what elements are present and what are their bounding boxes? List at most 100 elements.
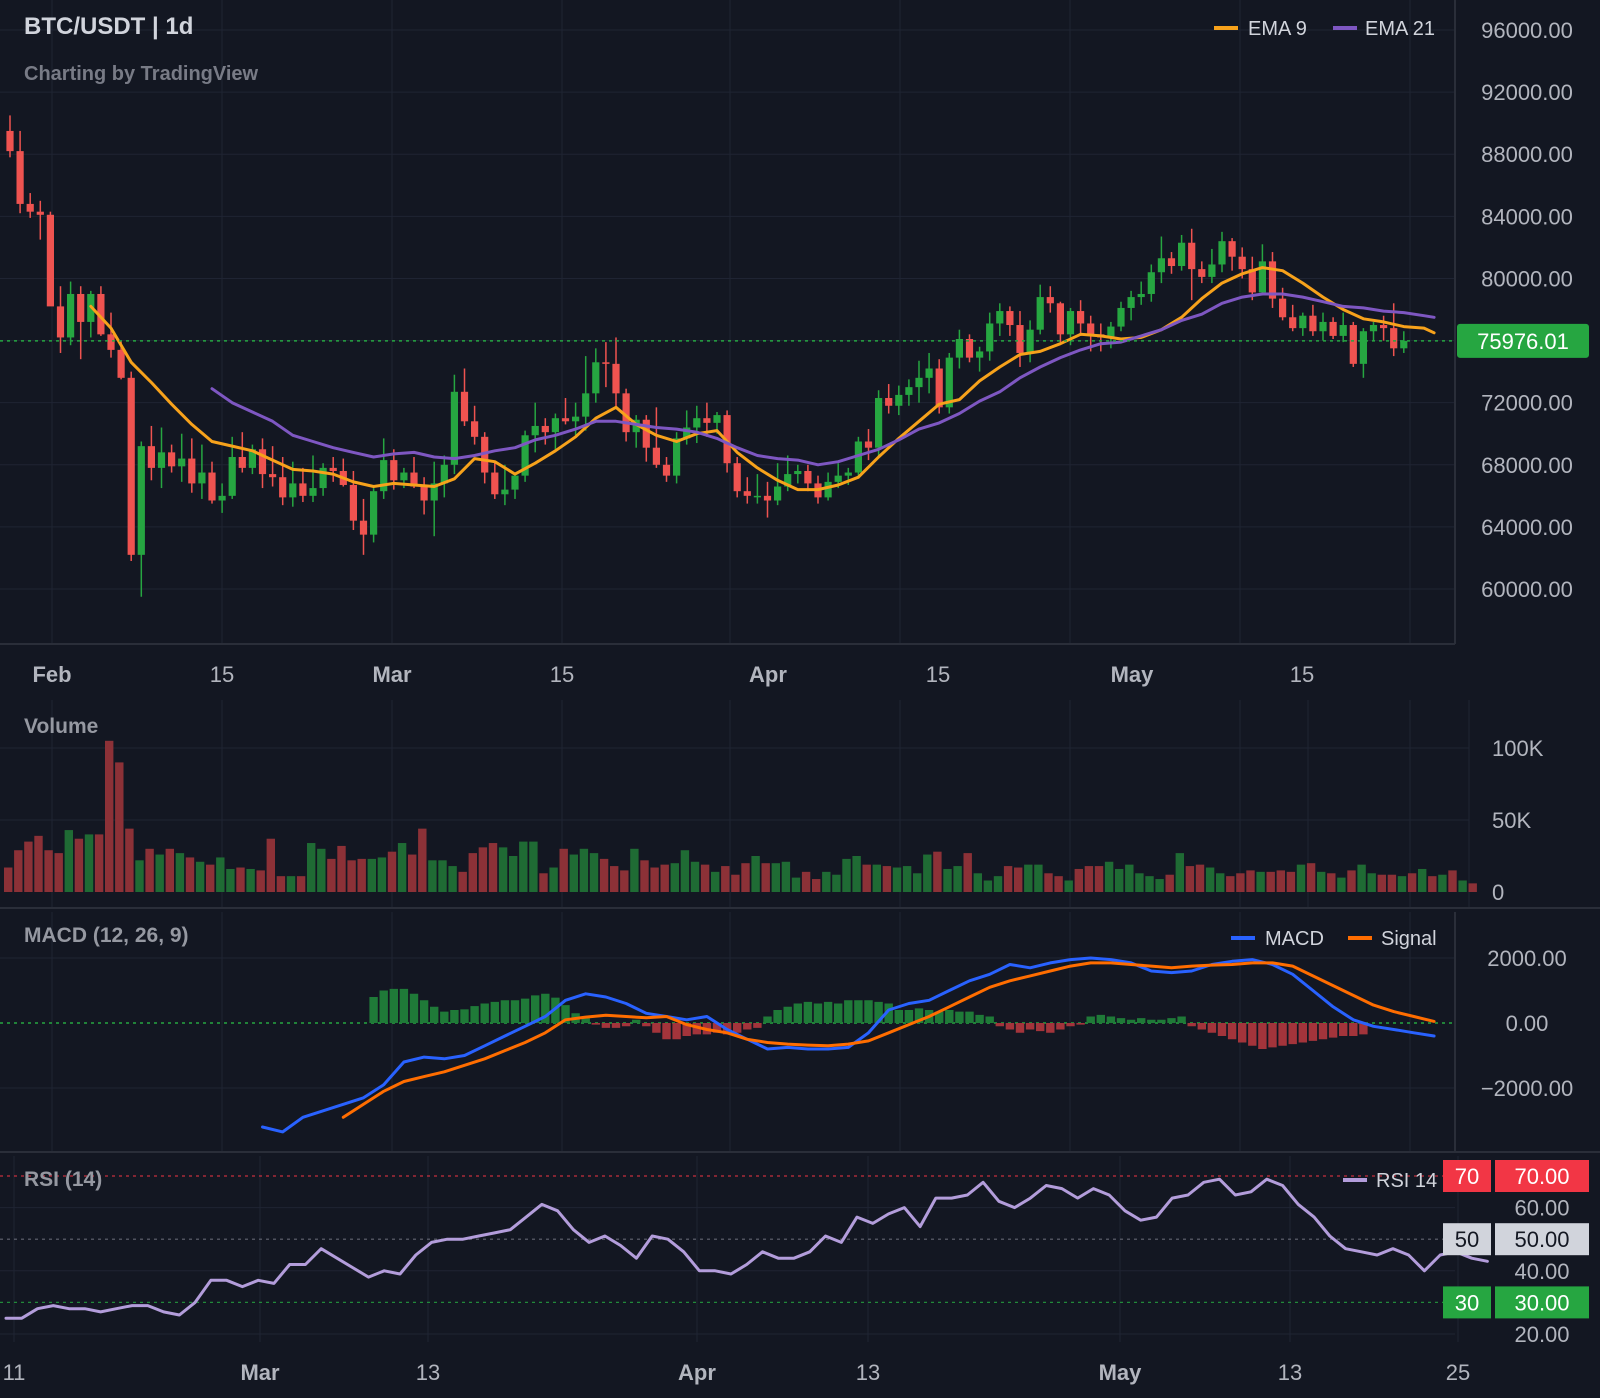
macd-histogram-bar — [1056, 1023, 1065, 1030]
candle — [753, 474, 761, 504]
price-axis-label: 92000.00 — [1481, 80, 1573, 105]
volume-bar — [1115, 868, 1124, 892]
macd-histogram-bar — [1177, 1016, 1186, 1023]
macd-histogram-bar — [1106, 1016, 1116, 1023]
candle — [1016, 311, 1024, 367]
candle-body — [450, 391, 458, 465]
volume-bar — [307, 843, 316, 892]
volume-bar — [1185, 866, 1195, 892]
candle-body — [460, 391, 469, 422]
chart-title: BTC/USDT | 1d — [24, 13, 193, 40]
volume-bar — [630, 848, 639, 892]
candle — [895, 385, 903, 416]
macd-histogram-bar — [581, 1016, 590, 1023]
volume-bar — [620, 870, 629, 892]
volume-bar — [1034, 864, 1043, 892]
candle-body — [77, 293, 85, 322]
volume-bar — [1256, 871, 1265, 892]
candle — [1218, 231, 1226, 273]
candle — [541, 418, 549, 445]
volume-bar — [125, 828, 134, 892]
candle-body — [56, 306, 65, 338]
macd-histogram-bar — [1339, 1023, 1348, 1036]
candle — [77, 286, 85, 360]
rsi-axis-label: 30.00 — [1514, 1290, 1569, 1315]
rsi-time-axis-label: 13 — [416, 1360, 440, 1385]
macd-histogram-bar — [510, 1000, 520, 1023]
candle-body — [1137, 293, 1145, 298]
candle — [97, 286, 105, 336]
rsi-time-axis-label: 25 — [1446, 1360, 1470, 1385]
price-axis-label: 60000.00 — [1481, 577, 1573, 602]
volume-bar — [822, 871, 831, 892]
rsi-axis-label-box — [1495, 1286, 1589, 1319]
volume-bar — [610, 866, 619, 892]
price-axis-label: 68000.00 — [1481, 453, 1573, 478]
candle-body — [147, 446, 155, 468]
candle — [1339, 312, 1347, 343]
candle — [319, 463, 327, 496]
candle — [592, 348, 600, 403]
rsi-lines — [4, 1177, 1489, 1320]
candle-body — [733, 463, 741, 492]
macd-histogram-bar — [1328, 1023, 1338, 1038]
macd-histogram-bar — [1137, 1018, 1146, 1023]
volume-bar — [852, 856, 861, 892]
rsi-level-badge-box — [1443, 1223, 1491, 1256]
macd-histogram-bar — [1086, 1016, 1095, 1023]
macd-histogram-bar — [1268, 1023, 1277, 1048]
macd-histogram-bar — [1318, 1023, 1328, 1040]
candle — [67, 281, 75, 346]
candle — [1056, 301, 1064, 343]
price-axis-label: 64000.00 — [1481, 515, 1573, 540]
volume-bar — [458, 871, 467, 892]
volume-bars — [4, 740, 1477, 892]
macd-line — [261, 956, 1436, 1134]
candle-body — [1077, 311, 1085, 324]
candle-body — [935, 368, 943, 408]
volume-bar — [862, 864, 871, 892]
price-legend[interactable]: EMA 9 EMA 21 — [1214, 18, 1435, 40]
macd-histogram-bar — [975, 1014, 984, 1023]
rsi-axis-label: 50.00 — [1514, 1227, 1569, 1252]
candle-body — [359, 520, 368, 535]
candle — [521, 430, 529, 482]
rsi-line — [4, 1177, 1489, 1320]
candle-body — [662, 464, 671, 476]
candle-body — [97, 293, 105, 335]
rsi-legend-label: RSI 14 — [1376, 1170, 1437, 1192]
macd-histogram-bar — [914, 1008, 924, 1023]
candle — [965, 334, 974, 363]
macd-histogram-bar — [995, 1023, 1004, 1027]
candle — [996, 303, 1004, 336]
volume-bar — [781, 861, 791, 892]
candle-body — [1329, 321, 1337, 336]
candle-body — [1178, 242, 1186, 267]
candle-body — [1127, 297, 1135, 308]
macd-histogram-bar — [965, 1011, 974, 1023]
macd-histogram-bar — [1349, 1023, 1358, 1036]
candle — [36, 200, 44, 240]
candle — [885, 384, 893, 414]
macd-histogram-bar — [1126, 1019, 1136, 1023]
rsi-legend[interactable]: RSI 14 — [1343, 1170, 1437, 1192]
volume-bar — [670, 863, 679, 892]
candle — [733, 457, 741, 498]
candle-body — [1006, 311, 1014, 326]
macd-legend[interactable]: MACD Signal — [1231, 928, 1437, 950]
candle-body — [1309, 315, 1317, 332]
candle-body — [602, 362, 610, 364]
volume-bar — [266, 838, 275, 892]
candle — [945, 352, 953, 414]
volume-bar — [317, 848, 326, 892]
volume-bar — [761, 863, 770, 892]
volume-bar — [115, 762, 124, 892]
candle-body — [1147, 272, 1155, 294]
macd-histogram-bar — [672, 1023, 681, 1040]
candle-body — [1188, 242, 1196, 270]
volume-bar — [953, 866, 962, 892]
rsi-panel-title: RSI (14) — [24, 1168, 102, 1191]
candle-body — [784, 474, 792, 487]
volume-bar — [74, 838, 84, 892]
rsi-time-axis-label: Apr — [678, 1360, 716, 1385]
